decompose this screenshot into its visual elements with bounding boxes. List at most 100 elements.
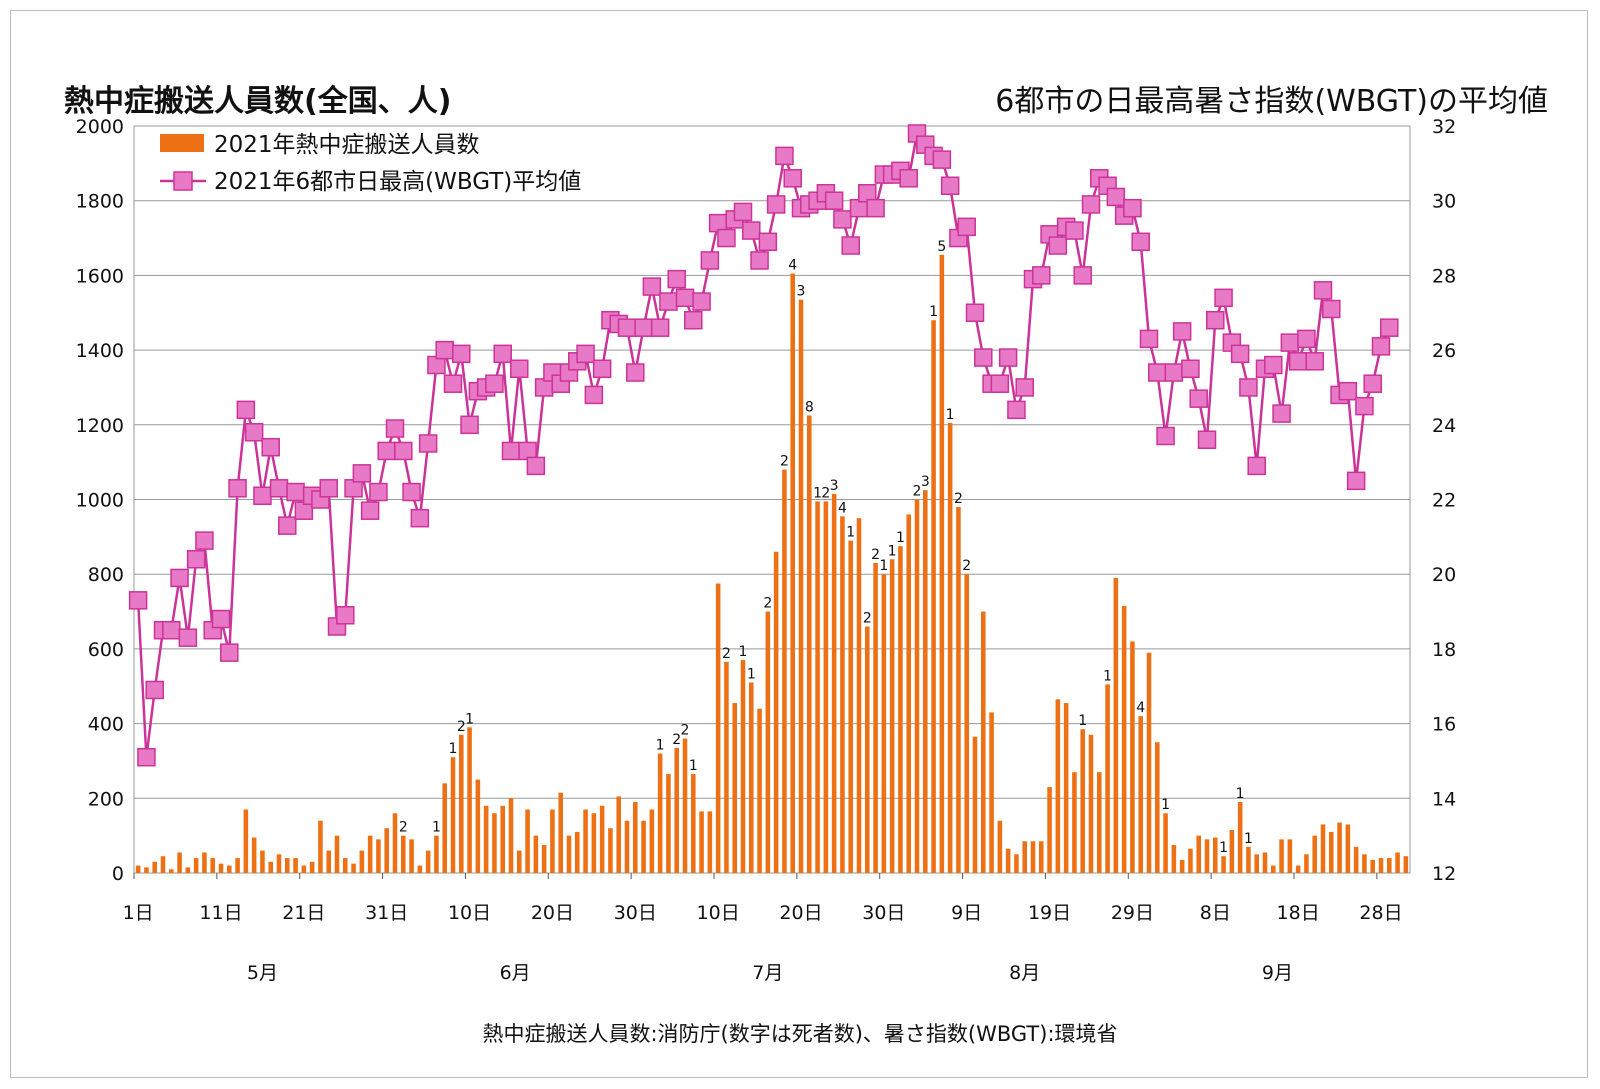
wbgt-marker [1131,232,1150,252]
wbgt-marker [278,516,297,535]
bar [1179,859,1185,873]
x-tick-label: 10日 [448,902,491,924]
death-count-label: 2 [722,646,731,662]
death-count-label: 2 [863,610,872,626]
wbgt-marker [510,359,529,379]
bar [765,611,771,873]
death-count-label: 1 [747,667,756,683]
wbgt-marker [1247,456,1266,476]
bar [1237,802,1243,873]
wbgt-marker [957,217,976,237]
x-tick-label: 18日 [1277,902,1320,924]
y-left-tick-label: 0 [112,863,124,885]
bar [434,835,439,873]
bar [268,861,273,873]
wbgt-marker [1338,381,1358,401]
y-right-tick-label: 14 [1432,788,1456,810]
bar [1287,839,1293,873]
x-tick-label: 8日 [1200,902,1231,924]
bar [1246,846,1251,873]
legend-bar-swatch [160,134,204,152]
wbgt-marker [1297,329,1316,349]
wbgt-marker [286,482,305,502]
x-tick-label: 1日 [123,902,154,924]
death-count-label: 1 [465,711,474,727]
bar [417,865,423,873]
bar [1378,858,1384,873]
death-count-label: 1 [449,741,458,757]
bar [732,703,737,873]
bar [1005,848,1011,873]
bar [500,805,505,873]
bar [334,835,340,873]
death-count-label: 1 [689,758,698,774]
bar [376,839,381,873]
bar [243,809,249,873]
bar [1395,852,1400,873]
wbgt-marker [742,221,761,240]
wbgt-marker [634,318,653,337]
bar [1387,858,1392,873]
wbgt-marker [385,419,405,438]
bar [1254,854,1259,873]
y-right-tick-label: 16 [1432,714,1456,736]
bar [483,805,489,873]
x-tick-label: 21日 [282,902,325,924]
bar [1295,865,1301,873]
bar [285,858,290,873]
bar [674,747,679,873]
bar [1030,841,1036,873]
wbgt-marker [932,150,952,169]
bar [947,422,953,873]
bar [301,865,307,873]
right-title: 6都市の日最高暑さ指数(WBGT)の平均値 [995,84,1548,119]
bar [293,858,298,873]
bar [815,501,820,873]
death-count-label: 2 [763,596,772,612]
wbgt-marker [684,310,703,330]
wbgt-marker [667,269,686,289]
bar [1279,839,1284,873]
wbgt-marker [1032,266,1051,285]
wbgt-marker [1015,378,1034,397]
wbgt-marker [1007,400,1026,420]
bar [442,783,447,873]
bar [152,861,157,873]
left-title: 熱中症搬送人員数(全国、人) [64,84,452,119]
death-count-label: 1 [656,737,665,753]
bar [740,660,746,873]
wbgt-marker [178,628,198,647]
wbgt-marker [626,363,645,382]
wbgt-marker [766,195,786,214]
wbgt-marker [460,415,479,435]
wbgt-marker [336,606,355,625]
wbgt-marker [1355,396,1374,416]
wbgt-marker [410,508,430,528]
bar [1163,813,1168,873]
bar [575,831,580,873]
wbgt-marker [576,344,595,364]
wbgt-marker [1239,378,1258,397]
bar [633,802,638,873]
bar [773,551,779,873]
bar [492,813,497,873]
wbgt-marker [1313,281,1333,300]
bar [508,798,514,873]
wbgt-marker [990,374,1010,393]
bar [135,865,141,873]
bar [450,757,456,873]
wbgt-marker [485,374,504,393]
bar [906,514,911,873]
wbgt-marker [319,479,338,498]
bar [517,850,522,873]
bar [1105,684,1110,873]
death-count-label: 1 [1161,797,1170,813]
bar [1055,699,1061,873]
y-right-tick-label: 30 [1432,191,1456,213]
bar [218,863,224,873]
y-right-tick-label: 28 [1432,265,1456,287]
wbgt-marker [824,191,844,210]
bar [1121,605,1127,873]
x-tick-label: 20日 [531,902,574,924]
bar [956,506,961,873]
